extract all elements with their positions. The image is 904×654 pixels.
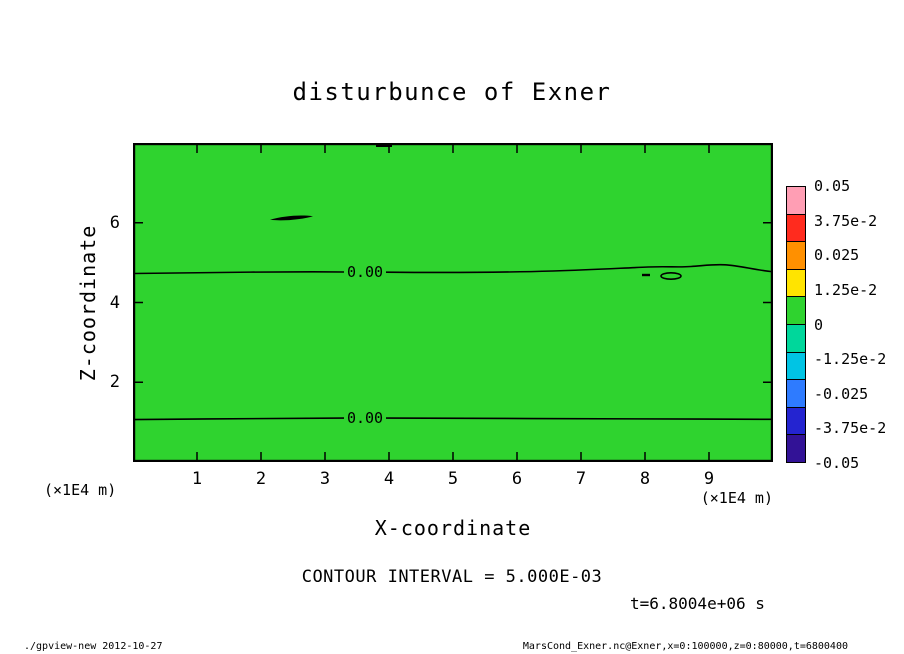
zero-contour-lower-right xyxy=(385,417,773,421)
zero-contour-lower-left xyxy=(133,417,345,421)
x-tick-label: 9 xyxy=(703,469,715,489)
colorbar-tick-label: -0.05 xyxy=(814,454,860,472)
contour-label-upper: 0.00 xyxy=(346,263,384,281)
colorbar-tick-label: 0 xyxy=(814,315,824,334)
x-tick-label: 1 xyxy=(191,469,203,489)
colorbar-segment xyxy=(787,323,805,352)
colorbar-tick-label: -3.75e-2 xyxy=(814,419,887,438)
colorbar-segment xyxy=(787,213,805,242)
x-tick-label: 5 xyxy=(447,469,459,489)
colorbar-tick-label: 3.75e-2 xyxy=(814,211,878,230)
plot-frame xyxy=(133,143,773,462)
x-tick-label: 7 xyxy=(575,469,587,489)
colorbar-segment xyxy=(787,379,805,407)
footer-file-text: MarsCond_Exner.nc@Exner,x=0:100000,z=0:8… xyxy=(522,641,848,652)
contour-interval-text: CONTOUR INTERVAL = 5.000E-03 xyxy=(301,567,603,587)
zero-contour-upper-left xyxy=(133,270,345,275)
colorbar-tick-label: -0.025 xyxy=(814,384,869,403)
colorbar xyxy=(786,186,806,463)
zero-contours xyxy=(133,263,773,421)
colorbar-segment xyxy=(787,434,805,462)
x-tick-label: 3 xyxy=(319,469,331,489)
y-unit-label: (×1E4 m) xyxy=(44,481,117,499)
small-contour-left xyxy=(270,215,313,221)
plot-area xyxy=(133,143,773,462)
colorbar-tick-label: 0.05 xyxy=(814,177,851,195)
x-axis-label: X-coordinate xyxy=(374,516,532,540)
plot-title: disturbunce of Exner xyxy=(292,78,612,106)
small-contour-right xyxy=(660,272,682,281)
y-axis-label: Z-coordinate xyxy=(76,224,100,382)
time-label: t=6.8004e+06 s xyxy=(630,594,765,613)
footer-command-text: ./gpview-new 2012-10-27 xyxy=(24,641,163,652)
contour-label-lower: 0.00 xyxy=(346,409,384,427)
colorbar-segment xyxy=(787,296,805,324)
y-tick-label: 4 xyxy=(109,292,120,313)
colorbar-tick-label: 1.25e-2 xyxy=(814,280,878,299)
colorbar-tick-label: 0.025 xyxy=(814,246,860,265)
colorbar-segment xyxy=(787,241,805,269)
colorbar-segment xyxy=(787,351,805,380)
colorbar-segment xyxy=(787,187,805,214)
tick-marks xyxy=(135,145,771,460)
y-tick-label: 2 xyxy=(109,372,120,393)
colorbar-tick-label: -1.25e-2 xyxy=(814,350,887,369)
x-tick-label: 8 xyxy=(639,469,651,489)
y-tick-label: 6 xyxy=(109,212,120,233)
zero-contour-upper-right xyxy=(385,263,773,274)
plot-fill xyxy=(133,143,773,462)
x-tick-label: 6 xyxy=(511,469,523,489)
x-tick-label: 2 xyxy=(255,469,267,489)
colorbar-segment xyxy=(787,406,805,435)
contour-plot-svg xyxy=(133,143,773,462)
x-tick-label: 4 xyxy=(383,469,395,489)
x-unit-label: (×1E4 m) xyxy=(700,489,773,507)
colorbar-segment xyxy=(787,268,805,297)
small-contour-dash xyxy=(642,273,650,277)
